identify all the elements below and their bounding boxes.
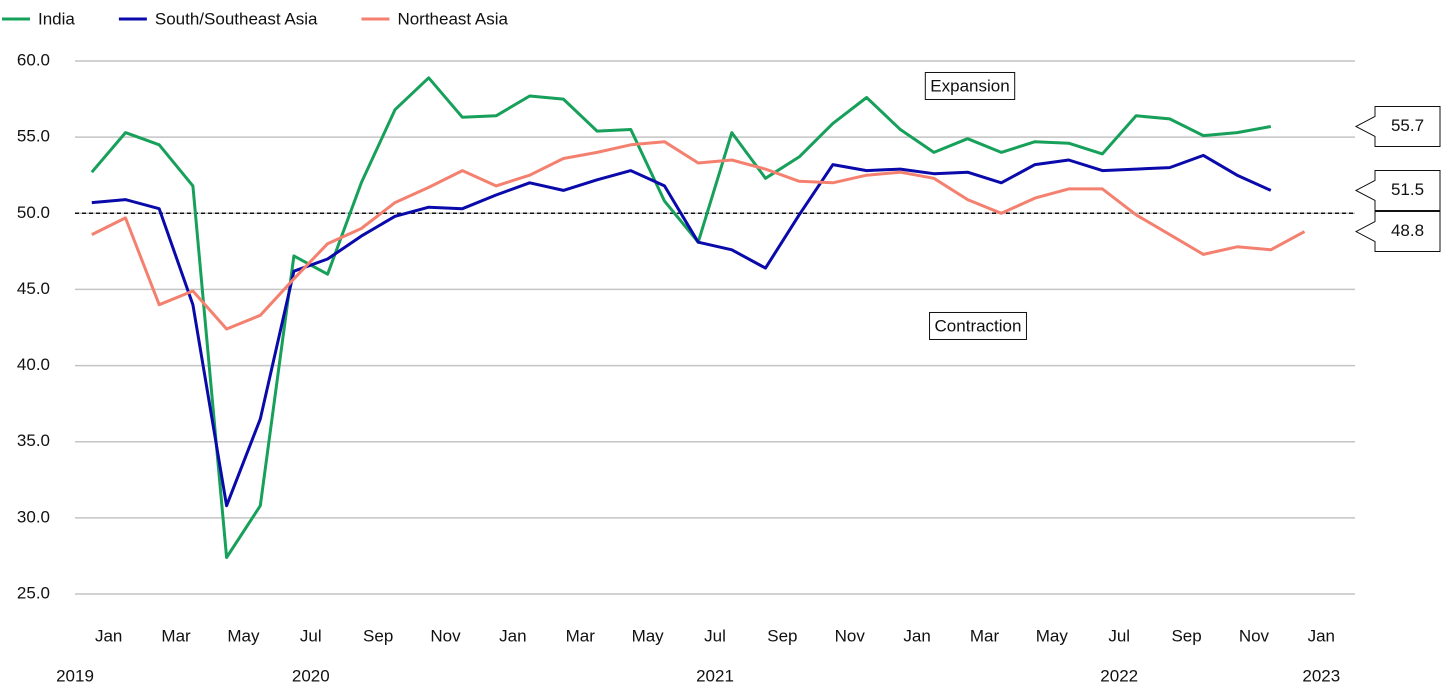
callout-box xyxy=(1354,105,1441,147)
annotation: Expansion xyxy=(930,76,1009,95)
x-tick-label: Jul xyxy=(1108,626,1130,645)
x-tick-label: Jan xyxy=(1308,626,1335,645)
y-tick-label: 30.0 xyxy=(17,507,50,526)
x-tick-label: May xyxy=(632,626,665,645)
x-tick-label: Nov xyxy=(835,626,866,645)
x-tick-label: Jul xyxy=(704,626,726,645)
annotation: Contraction xyxy=(935,316,1022,335)
legend-label: India xyxy=(38,9,75,28)
series-line xyxy=(91,140,1306,331)
x-tick-label: Sep xyxy=(767,626,797,645)
y-tick-label: 55.0 xyxy=(17,127,50,146)
year-label: 2019 xyxy=(56,666,94,685)
y-tick-label: 35.0 xyxy=(17,431,50,450)
x-tick-label: Mar xyxy=(161,626,191,645)
annotation-box xyxy=(929,311,1027,340)
y-tick-label: 40.0 xyxy=(17,355,50,374)
series-line xyxy=(90,76,1272,559)
x-tick-label: Jan xyxy=(95,626,122,645)
year-label: 2023 xyxy=(1302,666,1340,685)
callout-label: 48.8 xyxy=(1391,221,1424,240)
x-tick-label: Nov xyxy=(430,626,461,645)
x-tick-label: Jan xyxy=(499,626,526,645)
callout-box xyxy=(1354,211,1441,253)
annotation-box xyxy=(924,71,1016,100)
y-tick-label: 25.0 xyxy=(17,583,50,602)
x-tick-label: Nov xyxy=(1239,626,1270,645)
x-tick-label: May xyxy=(227,626,260,645)
callout-label: 51.5 xyxy=(1391,180,1424,199)
x-tick-label: Jan xyxy=(903,626,930,645)
callout-label: 55.7 xyxy=(1391,116,1424,135)
y-tick-label: 45.0 xyxy=(17,279,50,298)
legend-label: South/Southeast Asia xyxy=(155,9,318,28)
series-line xyxy=(91,153,1272,508)
x-tick-label: Jul xyxy=(300,626,322,645)
year-label: 2021 xyxy=(696,666,734,685)
callout-box xyxy=(1354,169,1441,211)
x-tick-label: Mar xyxy=(970,626,1000,645)
y-tick-label: 50.0 xyxy=(17,203,50,222)
year-label: 2022 xyxy=(1100,666,1138,685)
x-tick-label: Sep xyxy=(363,626,393,645)
x-tick-label: Mar xyxy=(566,626,596,645)
y-tick-label: 60.0 xyxy=(17,50,50,69)
x-tick-label: Sep xyxy=(1171,626,1201,645)
year-label: 2020 xyxy=(292,666,330,685)
x-tick-label: May xyxy=(1036,626,1069,645)
legend-label: Northeast Asia xyxy=(397,9,508,28)
